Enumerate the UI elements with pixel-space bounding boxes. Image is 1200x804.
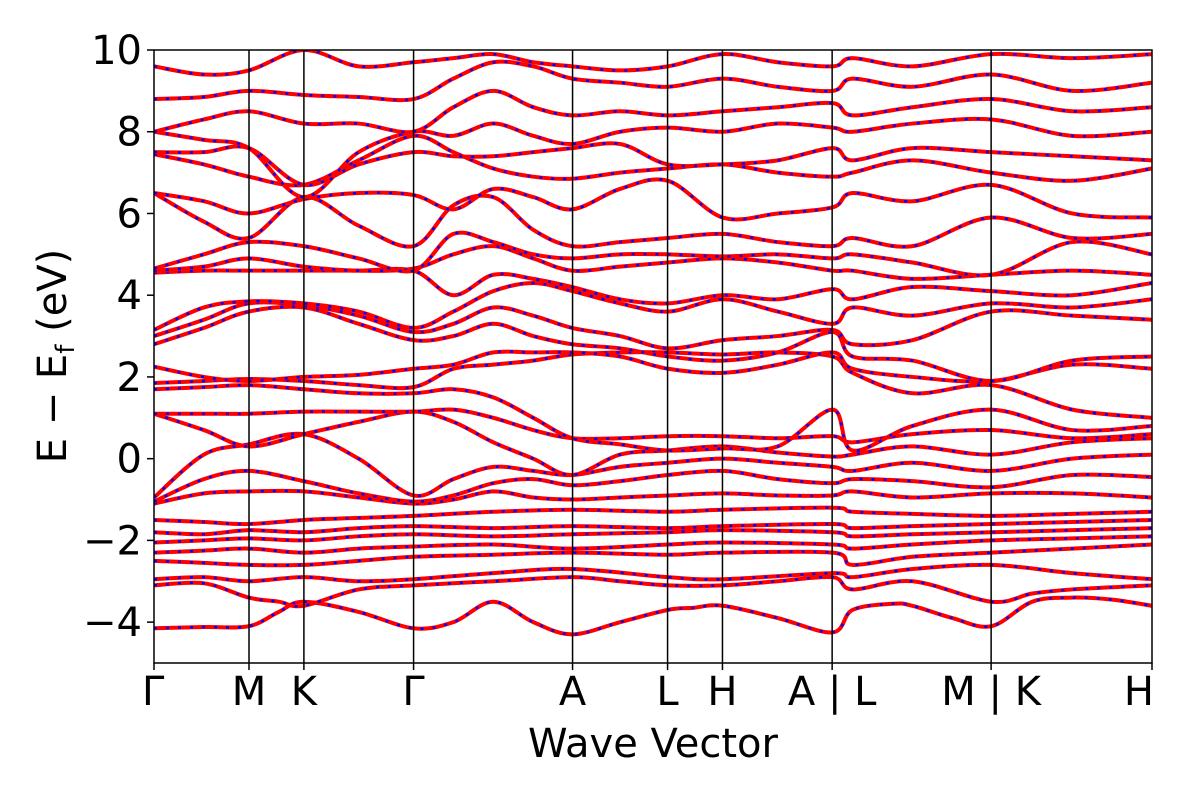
band-line-dashed-16 xyxy=(154,305,1152,383)
x-axis-label: Wave Vector xyxy=(528,721,779,767)
band-line-dashed-6 xyxy=(154,518,1152,536)
y-tick-label: −4 xyxy=(83,600,142,646)
band-line-21 xyxy=(154,230,1152,278)
band-line-dashed-19 xyxy=(154,267,1152,305)
band-line-1 xyxy=(154,574,1152,609)
band-line-dashed-0 xyxy=(154,596,1152,636)
band-line-dashed-23 xyxy=(154,178,1152,221)
y-tick-label: 8 xyxy=(117,110,142,156)
band-line-13 xyxy=(154,383,1152,453)
x-tick-label: L xyxy=(656,669,679,715)
y-axis-ticks: −4 −2 0 2 4 6 8 10 xyxy=(83,28,154,646)
band-line-9 xyxy=(154,468,1152,504)
band-lines xyxy=(154,50,1152,637)
y-tick-label: 0 xyxy=(117,437,142,483)
band-line-17 xyxy=(154,300,1152,351)
band-line-dashed-11 xyxy=(154,410,1152,477)
band-line-dashed-8 xyxy=(154,489,1152,505)
x-tick-label: A xyxy=(559,669,587,715)
x-tick-label: A | L xyxy=(788,669,877,715)
x-tick-label: K xyxy=(291,669,319,715)
band-line-27 xyxy=(154,88,1152,135)
band-line-25 xyxy=(154,141,1152,187)
band-line-dashed-3 xyxy=(154,543,1152,567)
band-line-dashed-10 xyxy=(154,432,1152,499)
plot-frame xyxy=(153,49,1153,664)
y-tick-label: 4 xyxy=(117,273,142,319)
y-axis-label-unit: (eV) xyxy=(30,249,76,345)
x-tick-label: M | K xyxy=(941,669,1042,715)
band-line-20 xyxy=(154,244,1152,281)
kpoint-divider-lines xyxy=(248,50,992,663)
x-tick-label: M xyxy=(232,669,267,715)
band-line-24 xyxy=(154,133,1152,188)
x-tick-label: Γ xyxy=(402,669,425,715)
band-line-18 xyxy=(154,280,1152,332)
y-tick-label: 2 xyxy=(117,355,142,401)
y-tick-label: −2 xyxy=(83,518,142,564)
band-line-dashed-2 xyxy=(154,563,1152,583)
y-axis-label-subscript: f xyxy=(51,344,81,354)
x-tick-label: H xyxy=(1124,669,1154,715)
band-line-dashed-26 xyxy=(154,117,1152,199)
band-line-dashed-28 xyxy=(154,60,1152,102)
y-tick-label: 10 xyxy=(91,28,142,74)
band-line-dashed-4 xyxy=(154,535,1152,554)
band-line-dashed-7 xyxy=(154,506,1152,526)
band-line-14 xyxy=(154,350,1152,420)
band-line-dashed-15 xyxy=(154,350,1152,383)
band-line-dashed-12 xyxy=(154,408,1152,444)
x-tick-label: Γ xyxy=(142,669,165,715)
band-line-dashed-5 xyxy=(154,526,1152,544)
y-axis-label-main: E − E xyxy=(30,354,76,464)
band-line-29 xyxy=(154,50,1152,77)
y-axis-label: E − Ef (eV) xyxy=(30,249,81,464)
x-tick-label: H xyxy=(707,669,737,715)
y-tick-label: 6 xyxy=(117,191,142,237)
